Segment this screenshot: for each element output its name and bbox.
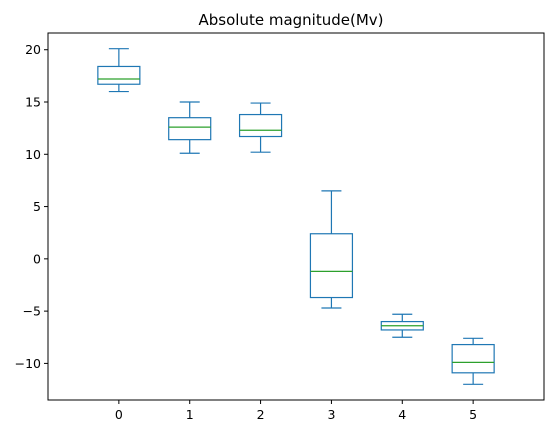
y-tick-label: −5: [23, 304, 41, 319]
box-1: [168, 101, 212, 154]
x-tick-label: 2: [257, 407, 265, 422]
plot-frame: [47, 32, 545, 401]
iqr-box: [168, 117, 212, 141]
y-tick-label: −10: [15, 356, 41, 371]
y-tick-label: 20: [25, 42, 41, 57]
chart-title: Absolute magnitude(Mv): [199, 11, 384, 29]
y-axis: 20 15 10 5 0 −5 −10: [15, 42, 48, 371]
box-2: [238, 102, 283, 153]
y-tick-label: 5: [33, 199, 41, 214]
box-0: [97, 48, 141, 93]
y-tick-label: 15: [25, 95, 41, 110]
y-tick-label: 0: [33, 251, 41, 266]
iqr-box: [309, 233, 354, 299]
iqr-box: [97, 65, 141, 85]
x-tick-label: 0: [115, 407, 123, 422]
box-series: [97, 48, 495, 385]
iqr-box: [451, 343, 495, 374]
y-tick-label: 10: [25, 147, 41, 162]
x-tick-label: 1: [186, 407, 194, 422]
x-tick-label: 3: [327, 407, 335, 422]
iqr-box: [238, 113, 283, 138]
x-axis: 0 1 2 3 4 5: [115, 400, 477, 422]
box-3: [309, 190, 354, 309]
box-4: [380, 313, 424, 338]
x-tick-label: 5: [469, 407, 477, 422]
box-5: [451, 337, 495, 385]
x-tick-label: 4: [398, 407, 406, 422]
